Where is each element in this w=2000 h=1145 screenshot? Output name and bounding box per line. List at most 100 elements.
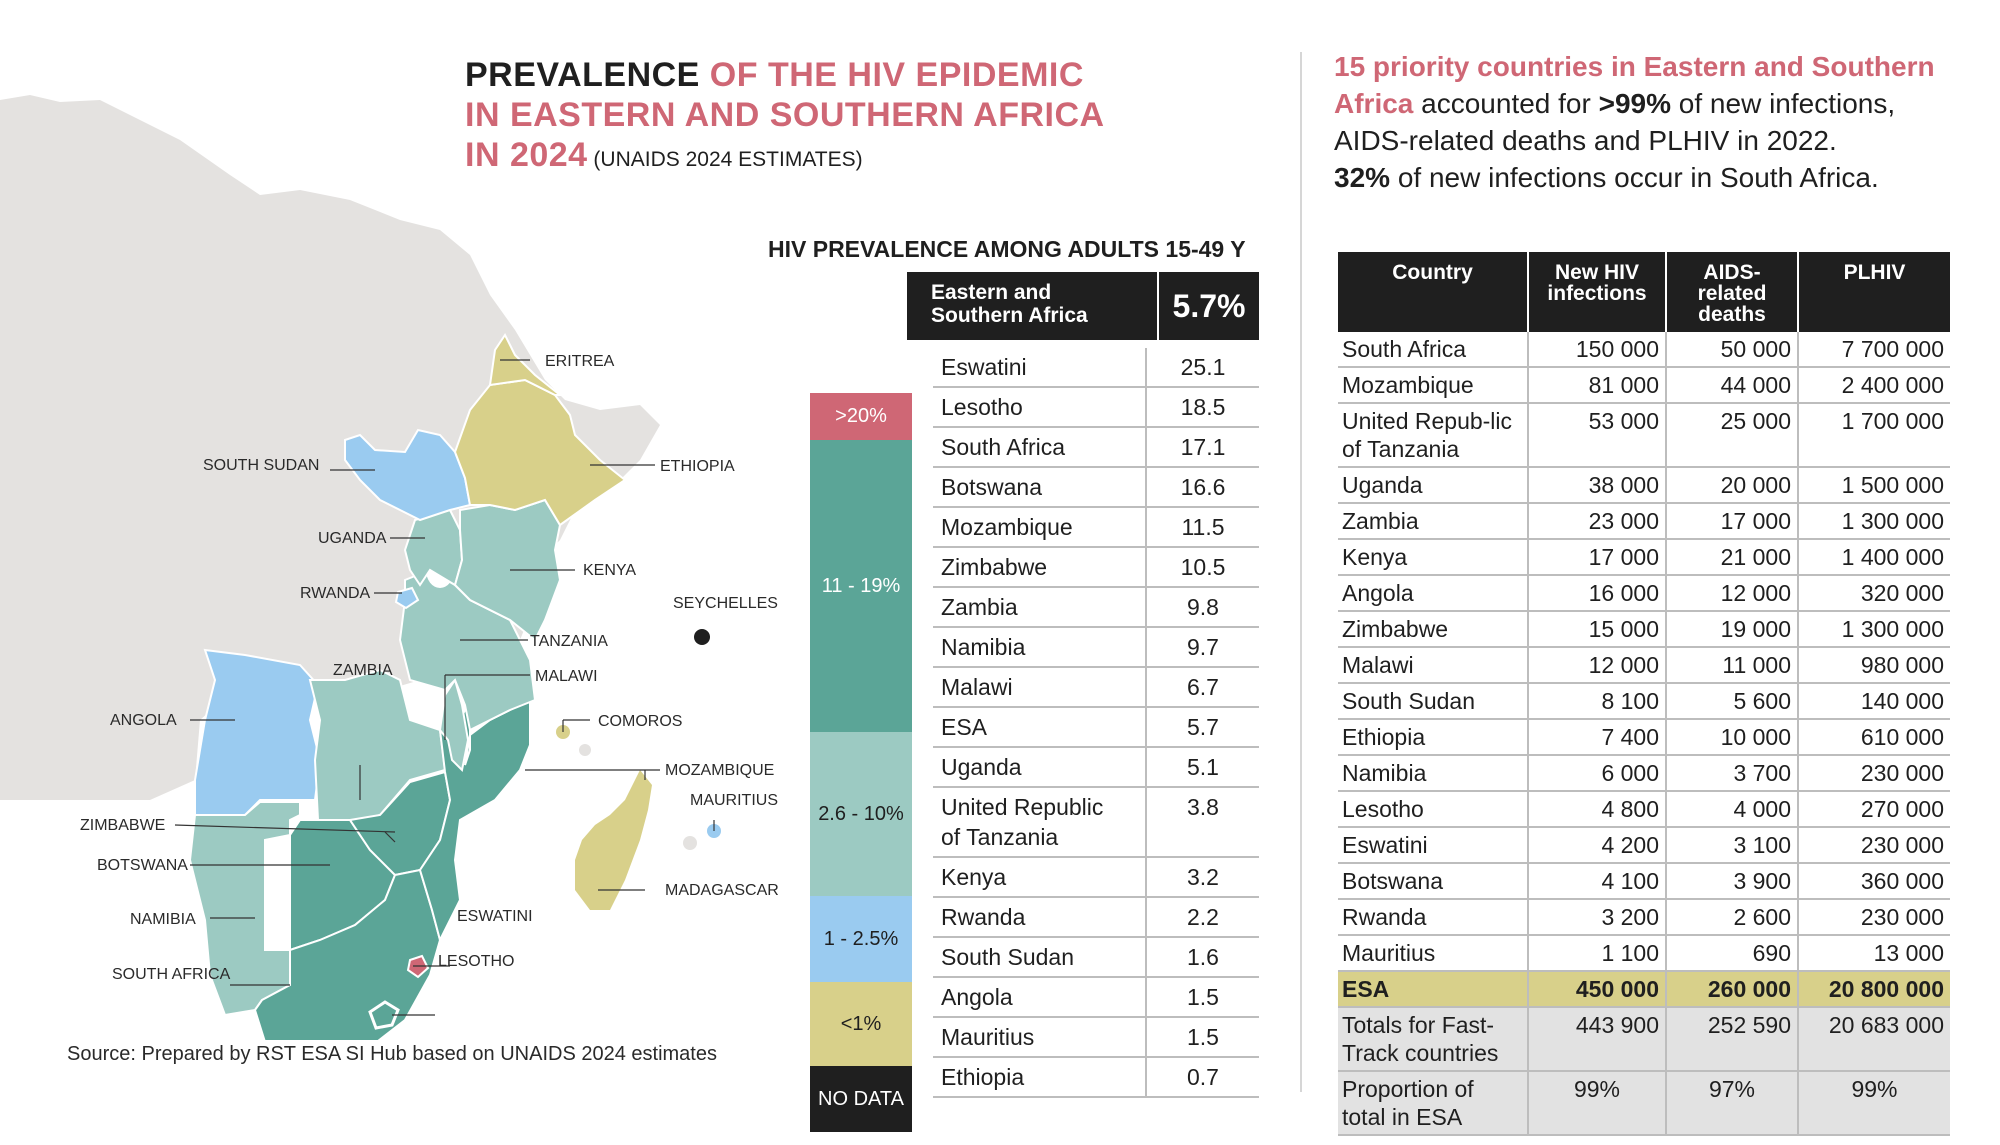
- table-cell-value: 12 000: [1527, 647, 1666, 684]
- prevalence-country: Eswatini: [941, 354, 1027, 380]
- table-row: Rwanda 3 200 2 600 230 000: [1338, 899, 1950, 936]
- prevalence-value: 17.1: [1145, 428, 1259, 466]
- table-row: Uganda 38 000 20 000 1 500 000: [1338, 467, 1950, 504]
- table-cell-value: 3 700: [1665, 755, 1798, 792]
- prevalence-country: Mauritius: [941, 1024, 1035, 1050]
- prevalence-row: Lesotho 18.5: [933, 388, 1259, 428]
- table-cell-value: 260 000: [1665, 971, 1798, 1008]
- table-row: Kenya 17 000 21 000 1 400 000: [1338, 539, 1950, 576]
- table-cell-value: 99%: [1797, 1071, 1950, 1136]
- table-cell-value: 11 000: [1665, 647, 1798, 684]
- table-cell-value: 230 000: [1797, 827, 1950, 864]
- table-cell-country: Rwanda: [1338, 899, 1528, 936]
- table-cell-value: 81 000: [1527, 367, 1666, 404]
- label-angola: ANGOLA: [110, 712, 177, 729]
- title-part-1: PREVALENCE: [465, 56, 700, 94]
- prevalence-country: South Africa: [941, 434, 1066, 460]
- prevalence-row: Uganda 5.1: [933, 748, 1259, 788]
- table-row: Ethiopia 7 400 10 000 610 000: [1338, 719, 1950, 756]
- table-cell-value: 97%: [1665, 1071, 1798, 1136]
- table-cell-value: 4 000: [1665, 791, 1798, 828]
- table-cell-country: Ethiopia: [1338, 719, 1528, 756]
- prevalence-row: Ethiopia 0.7: [933, 1058, 1259, 1098]
- label-botswana: BOTSWANA: [97, 857, 188, 874]
- label-ethiopia: ETHIOPIA: [660, 458, 735, 475]
- table-cell-value: 20 000: [1665, 467, 1798, 504]
- prevalence-value: 25.1: [1145, 348, 1259, 386]
- prevalence-row: Kenya 3.2: [933, 858, 1259, 898]
- table-cell-value: 320 000: [1797, 575, 1950, 612]
- prevalence-country: Kenya: [941, 864, 1007, 890]
- prevalence-value: 10.5: [1145, 548, 1259, 586]
- table-row-totals: Totals for Fast-Track countries 443 900 25…: [1338, 1007, 1950, 1072]
- table-row: Namibia 6 000 3 700 230 000: [1338, 755, 1950, 792]
- prevalence-row: Angola 1.5: [933, 978, 1259, 1018]
- table-cell-value: 10 000: [1665, 719, 1798, 756]
- table-cell-country: Uganda: [1338, 467, 1528, 504]
- uganda-region: [403, 508, 464, 587]
- africa-map: ERITREA ETHIOPIA SOUTH SUDAN UGANDA KENY…: [0, 95, 779, 1040]
- label-malawi: MALAWI: [535, 668, 598, 685]
- table-cell-value: 44 000: [1665, 367, 1798, 404]
- summary-pink: 15 priority countries in Eastern and Sou…: [1334, 51, 1935, 119]
- label-zambia: ZAMBIA: [333, 662, 393, 679]
- eritrea-region: [488, 333, 563, 396]
- prevalence-value: 5.1: [1145, 748, 1259, 786]
- table-cell-value: 13 000: [1797, 935, 1950, 972]
- table-cell-country: Namibia: [1338, 755, 1528, 792]
- table-cell-value: 99%: [1527, 1071, 1666, 1136]
- table-row: Lesotho 4 800 4 000 270 000: [1338, 791, 1950, 828]
- reunion-island: [683, 836, 697, 850]
- table-cell-value: 16 000: [1527, 575, 1666, 612]
- table-cell-value: 20 683 000: [1797, 1007, 1950, 1072]
- table-header-row: Country New HIV infections AIDS-related …: [1338, 252, 1950, 332]
- table-cell-value: 1 300 000: [1797, 611, 1950, 648]
- summary-bold-1: >99%: [1598, 88, 1672, 119]
- header-plhiv: PLHIV: [1797, 252, 1950, 332]
- prevalence-row: Zambia 9.8: [933, 588, 1259, 628]
- table-cell-value: 1 500 000: [1797, 467, 1950, 504]
- table-cell-value: 1 300 000: [1797, 503, 1950, 540]
- label-tanzania: TANZANIA: [530, 633, 608, 650]
- prevalence-value: 1.5: [1145, 1018, 1259, 1056]
- table-cell-country: Botswana: [1338, 863, 1528, 900]
- prevalence-country: Rwanda: [941, 904, 1026, 930]
- table-cell-value: 3 200: [1527, 899, 1666, 936]
- table-row: Mozambique 81 000 44 000 2 400 000: [1338, 367, 1950, 404]
- lesotho-region: [368, 1000, 400, 1030]
- summary-bold-2: 32%: [1334, 162, 1391, 193]
- region-label: Eastern and Southern Africa: [931, 281, 1088, 327]
- table-row: Botswana 4 100 3 900 360 000: [1338, 863, 1950, 900]
- table-cell-country: Mauritius: [1338, 935, 1528, 972]
- table-cell-country: Malawi: [1338, 647, 1528, 684]
- label-seychelles: SEYCHELLES: [673, 595, 778, 612]
- region-label-line1: Eastern and: [931, 281, 1052, 304]
- table-cell-value: 1 700 000: [1797, 403, 1950, 468]
- header-new-infections: New HIV infections: [1527, 252, 1666, 332]
- table-cell-country: Lesotho: [1338, 791, 1528, 828]
- legend-2-6-10: 2.6 - 10%: [810, 732, 912, 896]
- table-cell-value: 980 000: [1797, 647, 1950, 684]
- label-south-africa: SOUTH AFRICA: [112, 966, 231, 983]
- prevalence-row: Botswana 16.6: [933, 468, 1259, 508]
- source-note: Source: Prepared by RST ESA SI Hub based…: [67, 1043, 717, 1065]
- table-cell-value: 7 700 000: [1797, 332, 1950, 368]
- page-title: PREVALENCE OF THE HIV EPIDEMIC IN EASTER…: [465, 55, 1185, 180]
- prevalence-country: Mozambique: [941, 514, 1073, 540]
- prevalence-country: Zimbabwe: [941, 554, 1048, 580]
- prevalence-row: ESA 5.7: [933, 708, 1259, 748]
- prevalence-country: Lesotho: [941, 394, 1023, 420]
- seychelles-island: [694, 629, 710, 645]
- table-cell-value: 4 800: [1527, 791, 1666, 828]
- table-cell-value: 50 000: [1665, 332, 1798, 368]
- prevalence-value: 18.5: [1145, 388, 1259, 426]
- table-row: Zambia 23 000 17 000 1 300 000: [1338, 503, 1950, 540]
- label-kenya: KENYA: [583, 562, 636, 579]
- ethiopia-region: [453, 378, 627, 527]
- fast-track-table: Country New HIV infections AIDS-related …: [1338, 252, 1950, 1136]
- table-cell-value: 5 600: [1665, 683, 1798, 720]
- table-row: Eswatini 4 200 3 100 230 000: [1338, 827, 1950, 864]
- south-africa-region: [253, 868, 442, 1040]
- table-cell-value: 21 000: [1665, 539, 1798, 576]
- table-cell-value: 270 000: [1797, 791, 1950, 828]
